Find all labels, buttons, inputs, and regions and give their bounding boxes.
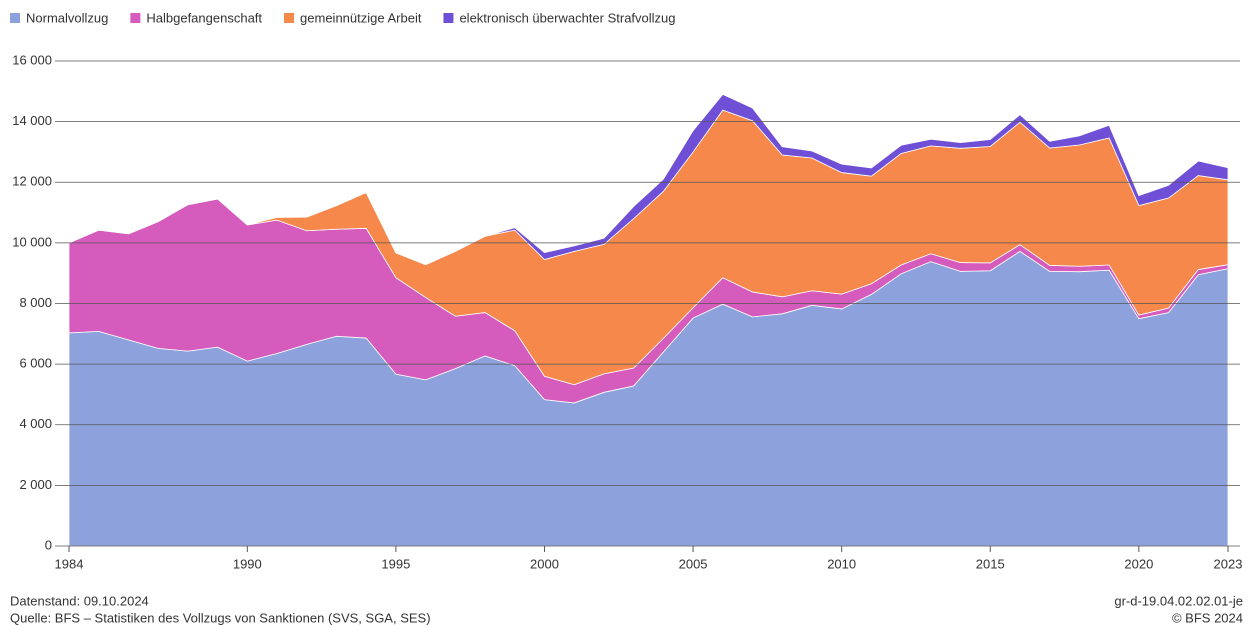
legend-swatch [130, 13, 141, 23]
x-tick-label: 1984 [55, 556, 84, 571]
x-tick-label: 2010 [827, 556, 856, 571]
footer-date: Datenstand: 09.10.2024 [10, 593, 149, 608]
x-tick-label: 1995 [381, 556, 410, 571]
x-tick-label: 2015 [976, 556, 1005, 571]
footer-copyright: © BFS 2024 [1172, 610, 1243, 625]
footer-source: Quelle: BFS – Statistiken des Vollzugs v… [10, 610, 431, 625]
legend-swatch [443, 13, 454, 23]
footer-code: gr-d-19.04.02.02.01-je [1114, 593, 1243, 608]
legend-swatch [10, 13, 20, 23]
y-tick-label: 2 000 [19, 477, 52, 492]
y-tick-label: 6 000 [19, 356, 52, 371]
legend-label: Halbgefangenschaft [146, 10, 262, 25]
y-tick-label: 16 000 [12, 52, 52, 67]
x-tick-label: 1990 [233, 556, 262, 571]
legend-label: gemeinnützige Arbeit [300, 10, 422, 25]
y-tick-label: 10 000 [12, 234, 52, 249]
x-tick-label: 2005 [679, 556, 708, 571]
y-tick-label: 14 000 [12, 113, 52, 128]
x-tick-label: 2023 [1214, 556, 1243, 571]
x-tick-label: 2000 [530, 556, 559, 571]
y-tick-label: 8 000 [19, 295, 52, 310]
legend-label: elektronisch überwachter Strafvollzug [459, 10, 675, 25]
legend-label: Normalvollzug [26, 10, 108, 25]
y-tick-label: 4 000 [19, 416, 52, 431]
y-tick-label: 12 000 [12, 174, 52, 189]
y-tick-label: 0 [45, 537, 52, 552]
area [68, 93, 1229, 266]
legend-swatch [284, 13, 295, 23]
x-tick-label: 2020 [1124, 556, 1153, 571]
